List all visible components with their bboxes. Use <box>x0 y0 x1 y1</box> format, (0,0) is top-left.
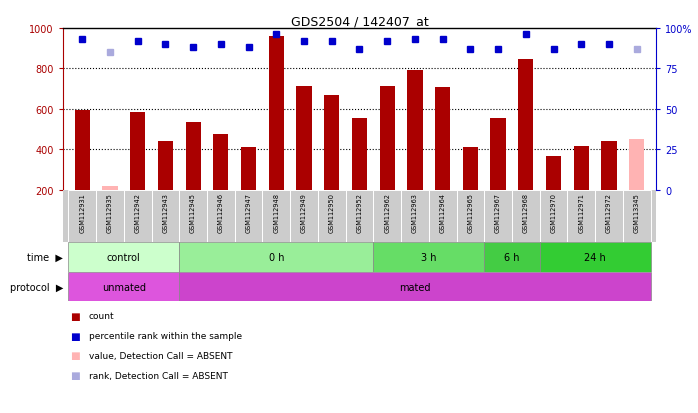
Bar <box>151 190 179 243</box>
Bar <box>68 190 96 243</box>
Text: rank, Detection Call = ABSENT: rank, Detection Call = ABSENT <box>89 371 228 380</box>
Text: GSM112943: GSM112943 <box>163 193 168 233</box>
Bar <box>629 140 644 190</box>
Text: percentile rank within the sample: percentile rank within the sample <box>89 331 242 340</box>
Text: GSM112931: GSM112931 <box>80 193 85 233</box>
Bar <box>269 37 284 190</box>
Bar <box>346 190 373 243</box>
Bar <box>318 190 346 243</box>
Bar <box>130 112 145 190</box>
Text: GSM112970: GSM112970 <box>551 193 556 233</box>
Bar <box>373 190 401 243</box>
Text: GSM112964: GSM112964 <box>440 193 445 233</box>
Bar <box>546 157 561 190</box>
Text: GSM112948: GSM112948 <box>274 193 279 233</box>
Bar <box>595 190 623 243</box>
Text: GSM112935: GSM112935 <box>107 193 113 233</box>
Text: GSM112971: GSM112971 <box>578 193 584 233</box>
Bar <box>602 142 616 190</box>
Bar <box>207 190 235 243</box>
Bar <box>512 190 540 243</box>
Text: count: count <box>89 311 114 320</box>
Bar <box>373 243 484 272</box>
Bar <box>158 142 173 190</box>
Bar <box>574 147 589 190</box>
Text: 3 h: 3 h <box>421 252 436 263</box>
Bar <box>262 190 290 243</box>
Text: unmated: unmated <box>102 282 146 292</box>
Bar <box>213 135 228 190</box>
Bar <box>75 111 90 190</box>
Bar <box>429 190 456 243</box>
Bar <box>179 190 207 243</box>
Bar <box>518 60 533 190</box>
Bar <box>186 123 201 190</box>
Text: GSM112962: GSM112962 <box>384 193 390 233</box>
Bar <box>179 243 373 272</box>
Bar <box>297 86 311 190</box>
Bar <box>179 272 651 301</box>
Bar <box>435 87 450 190</box>
Text: control: control <box>107 252 141 263</box>
Bar <box>68 272 179 301</box>
Text: GSM112963: GSM112963 <box>412 193 418 233</box>
Text: GSM112952: GSM112952 <box>357 193 362 233</box>
Text: GSM112965: GSM112965 <box>468 193 473 233</box>
Text: protocol  ▶: protocol ▶ <box>10 282 64 292</box>
Text: GSM112967: GSM112967 <box>495 193 501 233</box>
Text: ■: ■ <box>70 351 80 361</box>
Text: 0 h: 0 h <box>269 252 284 263</box>
Bar <box>491 119 506 190</box>
Text: GSM112950: GSM112950 <box>329 193 335 233</box>
Bar <box>324 96 339 190</box>
Text: GSM113345: GSM113345 <box>634 193 639 233</box>
Bar <box>235 190 262 243</box>
Text: GSM112968: GSM112968 <box>523 193 529 233</box>
Title: GDS2504 / 142407_at: GDS2504 / 142407_at <box>290 15 429 28</box>
Bar <box>463 148 478 190</box>
Text: GSM112972: GSM112972 <box>606 193 612 233</box>
Text: 6 h: 6 h <box>504 252 520 263</box>
Bar <box>241 148 256 190</box>
Bar <box>567 190 595 243</box>
Bar <box>352 119 367 190</box>
Text: ■: ■ <box>70 311 80 321</box>
Text: mated: mated <box>399 282 431 292</box>
Text: GSM112942: GSM112942 <box>135 193 141 233</box>
Bar <box>540 190 567 243</box>
Text: ■: ■ <box>70 331 80 341</box>
Bar <box>103 186 117 190</box>
Text: ■: ■ <box>70 370 80 380</box>
Bar <box>408 71 422 190</box>
Text: GSM112949: GSM112949 <box>301 193 307 233</box>
Bar <box>124 190 151 243</box>
Text: GSM112946: GSM112946 <box>218 193 224 233</box>
Bar <box>401 190 429 243</box>
Bar <box>484 190 512 243</box>
Bar <box>540 243 651 272</box>
Bar <box>380 86 395 190</box>
Text: value, Detection Call = ABSENT: value, Detection Call = ABSENT <box>89 351 232 360</box>
Text: 24 h: 24 h <box>584 252 606 263</box>
Bar <box>96 190 124 243</box>
Bar <box>456 190 484 243</box>
Bar <box>484 243 540 272</box>
Bar <box>68 243 179 272</box>
Text: time  ▶: time ▶ <box>27 252 64 263</box>
Bar <box>623 190 651 243</box>
Text: GSM112945: GSM112945 <box>190 193 196 233</box>
Bar <box>290 190 318 243</box>
Text: GSM112947: GSM112947 <box>246 193 251 233</box>
